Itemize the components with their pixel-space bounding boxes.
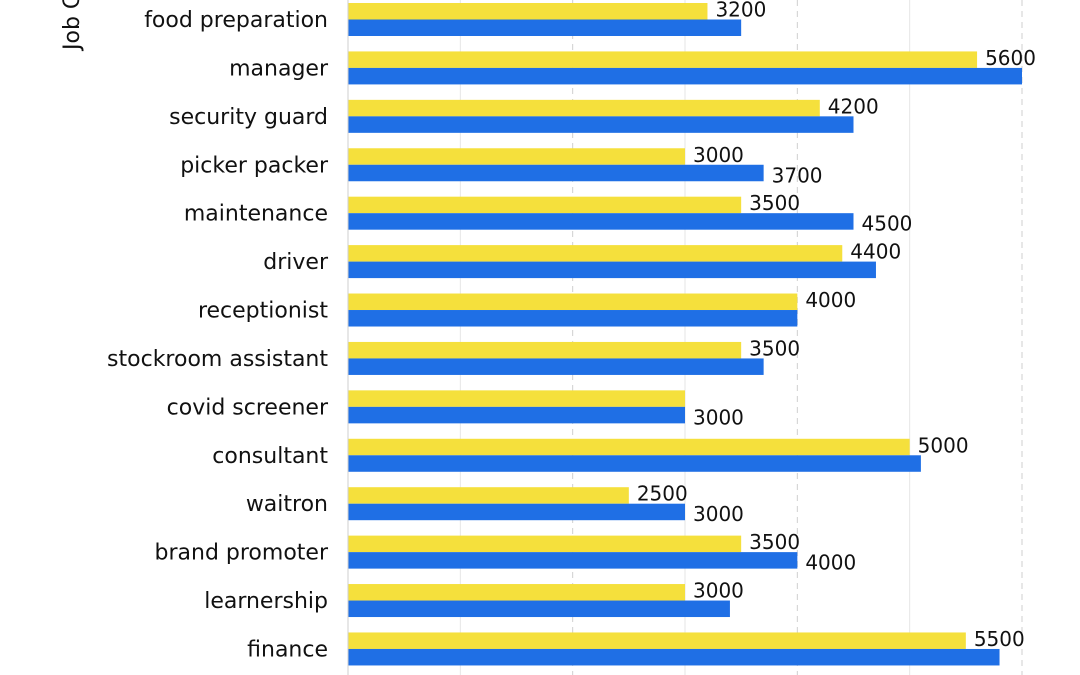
data-label: 3000 xyxy=(693,502,744,526)
bar-series-1 xyxy=(348,196,742,214)
data-label: 3000 xyxy=(693,579,744,603)
category-label: covid screener xyxy=(167,395,329,420)
bar-series-1 xyxy=(348,99,820,117)
bars-layer xyxy=(348,3,1022,666)
bar-series-1 xyxy=(348,341,742,359)
bar-series-1 xyxy=(348,584,685,601)
data-label: 5600 xyxy=(985,46,1036,70)
category-label: food preparation xyxy=(144,8,328,33)
bar-series-2 xyxy=(348,600,730,618)
data-label: 5500 xyxy=(974,627,1025,651)
category-label: learnership xyxy=(204,589,328,614)
bar-series-1 xyxy=(348,390,685,407)
data-label: 4000 xyxy=(805,551,856,575)
bar-series-2 xyxy=(348,503,685,521)
category-label: waitron xyxy=(246,492,328,517)
data-label: 3000 xyxy=(693,143,744,167)
bar-series-2 xyxy=(348,19,742,36)
data-label: 4000 xyxy=(805,288,856,312)
data-label: 4200 xyxy=(828,94,879,118)
bar-series-2 xyxy=(348,552,798,569)
labels-layer: food preparation 3200 manager 5600 security … xyxy=(107,0,1036,662)
category-label: driver xyxy=(263,250,329,275)
data-label: 3500 xyxy=(749,530,800,554)
data-label: 3000 xyxy=(693,405,744,429)
data-label: 3200 xyxy=(715,0,766,22)
bar-series-2 xyxy=(348,310,798,327)
data-label: 4500 xyxy=(862,212,913,236)
category-label: security guard xyxy=(169,105,328,130)
category-label: manager xyxy=(229,56,329,81)
category-label: finance xyxy=(247,637,328,662)
data-label: 3500 xyxy=(749,191,800,215)
data-label: 2500 xyxy=(637,482,688,506)
data-label: 5000 xyxy=(918,433,969,457)
bar-series-2 xyxy=(348,455,921,472)
bar-series-1 xyxy=(348,3,708,20)
data-label: 3700 xyxy=(772,163,823,187)
data-label: 3500 xyxy=(749,336,800,360)
bar-series-2 xyxy=(348,261,876,279)
bar-series-2 xyxy=(348,406,685,424)
bar-series-2 xyxy=(348,116,854,133)
bar-series-1 xyxy=(348,487,629,504)
bar-series-1 xyxy=(348,438,910,456)
bar-series-2 xyxy=(348,358,764,375)
bar-series-2 xyxy=(348,648,1000,666)
category-label: stockroom assistant xyxy=(107,347,328,372)
category-label: maintenance xyxy=(184,202,328,227)
category-label: receptionist xyxy=(198,299,328,324)
bar-series-1 xyxy=(348,293,798,311)
bar-series-2 xyxy=(348,213,854,230)
category-label: picker packer xyxy=(180,153,329,178)
bar-series-1 xyxy=(348,51,978,68)
bar-series-2 xyxy=(348,164,764,182)
bar-series-1 xyxy=(348,148,685,165)
bar-series-1 xyxy=(348,535,742,553)
bar-series-2 xyxy=(348,67,1022,85)
y-axis-title: Job C xyxy=(60,0,85,52)
bar-series-1 xyxy=(348,245,843,262)
category-label: brand promoter xyxy=(155,541,329,566)
data-label: 4400 xyxy=(850,240,901,264)
bar-series-1 xyxy=(348,632,966,649)
category-label: consultant xyxy=(212,444,328,469)
